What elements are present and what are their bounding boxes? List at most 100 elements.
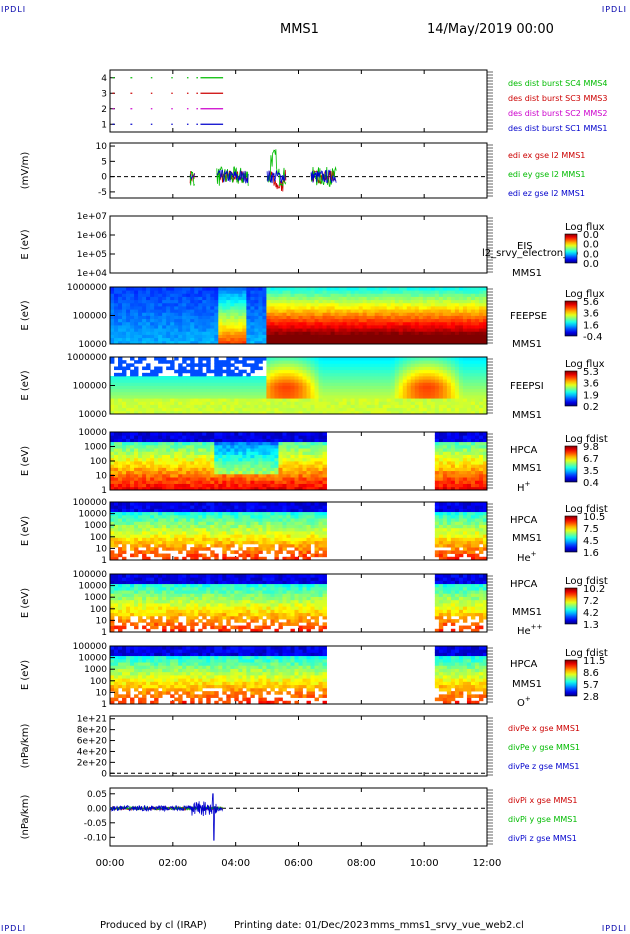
- spectrogram-cell: [294, 473, 299, 478]
- spectrogram-cell: [182, 360, 187, 364]
- spectrogram-cell: [234, 391, 239, 396]
- spectrogram-cell: [354, 388, 360, 393]
- spectrogram-cell: [206, 382, 211, 386]
- spectrogram-cell: [110, 514, 115, 519]
- spectrogram-cell: [138, 337, 143, 342]
- spectrogram-cell: [134, 553, 139, 558]
- spectrogram-cell: [306, 315, 311, 320]
- spectrogram-cell: [214, 407, 219, 412]
- spectrogram-cell: [330, 287, 335, 291]
- spectrogram-cell: [462, 290, 468, 294]
- spectrogram-cell: [310, 369, 315, 374]
- spectrogram-cell: [230, 483, 235, 488]
- spectrogram-cell: [274, 401, 279, 405]
- spectrogram-cell: [402, 363, 408, 367]
- spectrogram-cell: [142, 432, 147, 436]
- spectrogram-cell: [334, 372, 340, 377]
- spectrogram-cell: [370, 379, 376, 383]
- spectrogram-cell: [442, 299, 448, 304]
- spectrogram-cell: [126, 296, 131, 301]
- spectrogram-cell: [186, 391, 191, 396]
- spectrogram-cell: [474, 448, 480, 452]
- spectrogram-cell: [122, 385, 127, 390]
- spectrogram-cell: [270, 366, 275, 371]
- spectrogram-cell: [230, 467, 235, 472]
- spectrogram-cell: [158, 432, 163, 436]
- spectrogram-cell: [134, 395, 139, 399]
- spectrogram-cell: [394, 357, 400, 361]
- spectrogram-cell: [410, 309, 416, 313]
- spectrogram-cell: [274, 337, 279, 342]
- spectrogram-cell: [134, 461, 139, 465]
- spectrogram-cell: [398, 293, 404, 297]
- spectrogram-cell: [266, 385, 271, 390]
- spectrogram-cell: [450, 407, 456, 412]
- spectrogram-cell: [154, 287, 159, 291]
- spectrogram-cell: [342, 302, 348, 307]
- spectrogram-cell: [442, 454, 448, 459]
- spectrogram-cell: [158, 470, 163, 475]
- spectrogram-cell: [254, 454, 259, 459]
- spectrogram-cell: [150, 372, 155, 377]
- spectrogram-cell: [266, 480, 271, 484]
- spectrogram-cell: [222, 477, 227, 481]
- spectrogram-cell: [466, 444, 472, 449]
- spectrogram-cell: [230, 309, 235, 313]
- spectrogram-cell: [242, 477, 247, 481]
- spectrogram-cell: [238, 290, 243, 294]
- spectrogram-cell: [258, 404, 263, 409]
- spectrogram-cell: [378, 357, 384, 361]
- spectrogram-cell: [190, 325, 195, 329]
- spectrogram-cell: [358, 363, 364, 367]
- spectrogram-cell: [154, 454, 159, 459]
- spectrogram-cell: [246, 321, 251, 326]
- spectrogram-cell: [366, 401, 372, 405]
- spectrogram-cell: [230, 290, 235, 294]
- spectrogram-cell: [318, 464, 323, 468]
- spectrogram-cell: [378, 404, 384, 409]
- spectrogram-cell: [442, 382, 448, 386]
- spectrogram-cell: [318, 372, 323, 377]
- spectrogram-cell: [270, 470, 275, 475]
- spectrogram-cell: [450, 464, 456, 468]
- spectrogram-cell: [318, 299, 323, 304]
- spectrogram-cell: [410, 290, 416, 294]
- spectrogram-cell: [458, 444, 464, 449]
- spectrogram-cell: [310, 410, 315, 415]
- spectrogram-cell: [138, 398, 143, 402]
- spectrogram-cell: [298, 306, 303, 310]
- spectrogram-cell: [450, 435, 456, 439]
- spectrogram-cell: [182, 306, 187, 310]
- spectrogram-cell: [470, 379, 476, 383]
- spectrogram-cell: [434, 448, 440, 452]
- spectrogram-cell: [482, 331, 488, 335]
- spectrogram-cell: [326, 395, 331, 399]
- spectrogram-cell: [434, 410, 440, 415]
- spectrogram-cell: [462, 388, 468, 393]
- spectrogram-cell: [354, 312, 360, 316]
- spectrogram-cell: [434, 312, 440, 316]
- spectrogram-cell: [142, 391, 147, 396]
- spectrogram-cell: [366, 391, 372, 396]
- spectrogram-cell: [474, 401, 480, 405]
- spectrogram-cell: [234, 441, 239, 446]
- spectrogram-cell: [130, 502, 135, 506]
- spectrogram-cell: [298, 398, 303, 402]
- spectrogram-cell: [314, 302, 319, 307]
- spectrogram-cell: [298, 391, 303, 396]
- spectrogram-cell: [110, 340, 115, 345]
- spectrogram-cell: [130, 540, 135, 545]
- spectrogram-cell: [258, 302, 263, 307]
- spectrogram-cell: [430, 376, 436, 380]
- spectrogram-cell: [186, 315, 191, 320]
- spectrogram-cell: [366, 382, 372, 386]
- spectrogram-cell: [122, 518, 127, 522]
- spectrogram-cell: [182, 461, 187, 465]
- spectrogram-cell: [474, 379, 480, 383]
- spectrogram-cell: [278, 334, 283, 339]
- spectrogram-cell: [406, 318, 412, 323]
- spectrogram-cell: [134, 543, 139, 548]
- spectrogram-cell: [230, 438, 235, 443]
- spectrogram-cell: [290, 451, 295, 455]
- spectrogram-cell: [478, 372, 484, 377]
